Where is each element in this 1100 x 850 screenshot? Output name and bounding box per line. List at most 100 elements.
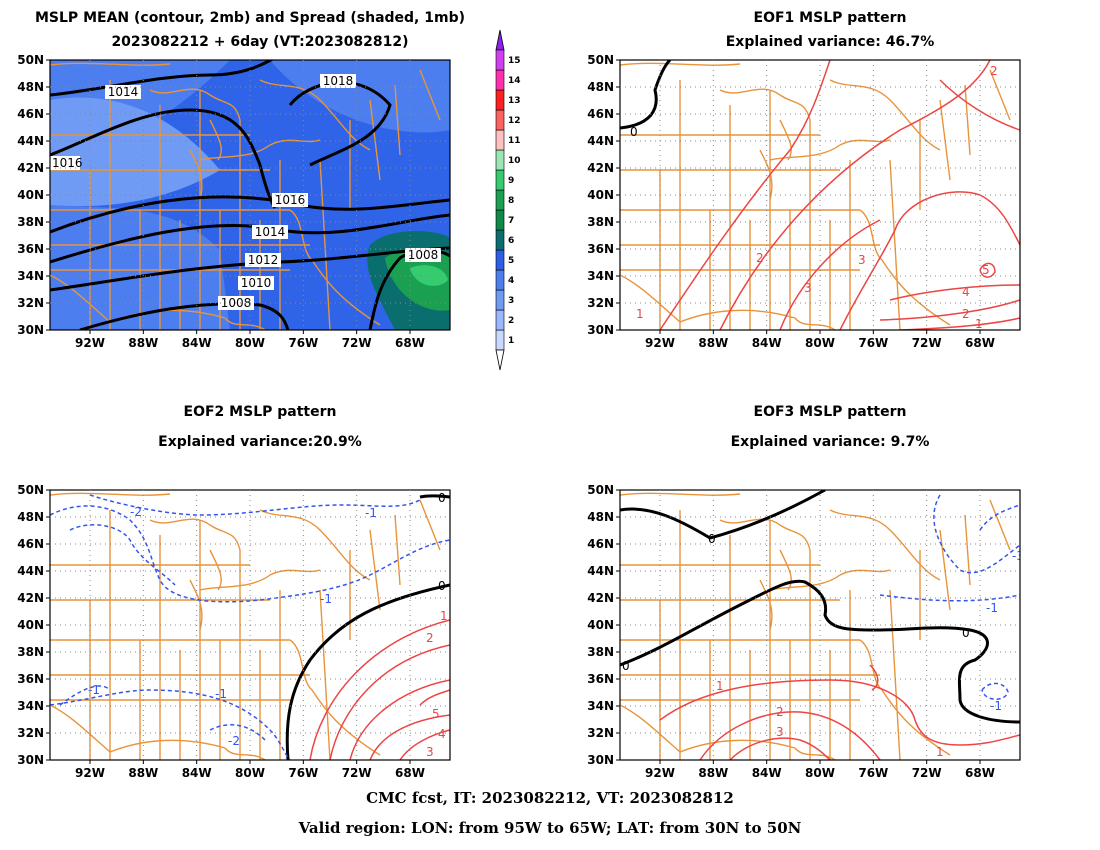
contour-label: -2 — [130, 505, 142, 519]
lat-label: 50N — [17, 53, 44, 67]
lat-label: 32N — [17, 296, 44, 310]
lat-label: 48N — [587, 80, 614, 94]
lon-label: 84W — [752, 766, 782, 780]
colorbar-swatch — [495, 189, 505, 211]
contour-label: 4 — [962, 285, 970, 299]
lat-label: 34N — [587, 269, 614, 283]
lat-label: 42N — [587, 591, 614, 605]
lon-label: 76W — [288, 336, 318, 350]
contour-label: 4 — [438, 727, 446, 741]
colorbar-swatch — [495, 149, 505, 171]
contour-label: -2 — [228, 734, 240, 748]
contour-label: 1016 — [50, 156, 83, 170]
colorbar-label: 5 — [508, 256, 514, 266]
colorbar-label: 15 — [508, 56, 521, 66]
contour-label: 2 — [962, 307, 970, 321]
lat-label: 44N — [587, 564, 614, 578]
colorbar-swatch — [495, 329, 505, 351]
lon-label: 88W — [128, 336, 158, 350]
contour-label: 2 — [990, 64, 998, 78]
lon-label: 68W — [965, 766, 995, 780]
lat-label: 34N — [17, 269, 44, 283]
lat-label: 42N — [17, 161, 44, 175]
colorbar-label: 3 — [508, 296, 514, 306]
contour-label: 1018 — [320, 74, 356, 88]
contour-label: 2 — [426, 631, 434, 645]
lon-label: 92W — [645, 336, 675, 350]
colorbar-label: 11 — [508, 136, 521, 146]
lon-label: 84W — [752, 336, 782, 350]
lon-label: 76W — [288, 766, 318, 780]
colorbar-label: 4 — [508, 276, 514, 286]
contour-label: 1 — [936, 745, 944, 759]
lon-label: 92W — [75, 336, 105, 350]
lat-label: 32N — [587, 296, 614, 310]
colorbar-swatch — [495, 309, 505, 331]
svg-text:1016: 1016 — [275, 193, 306, 207]
lat-label: 50N — [17, 483, 44, 497]
lat-label: 46N — [17, 537, 44, 551]
contour-label: -1 — [365, 506, 377, 520]
lon-label: 72W — [912, 766, 942, 780]
lat-label: 38N — [587, 645, 614, 659]
lon-label: 80W — [235, 766, 265, 780]
colorbar-swatch — [495, 109, 505, 131]
panel3-title: EOF2 MSLP pattern — [183, 404, 337, 420]
contour-label: 1010 — [238, 276, 274, 290]
lat-label: 38N — [587, 215, 614, 229]
lat-label: 42N — [17, 591, 44, 605]
footer-line-1: CMC fcst, IT: 2023082212, VT: 2023082812 — [366, 789, 734, 807]
lon-label: 76W — [858, 766, 888, 780]
colorbar-label: 1 — [508, 336, 514, 346]
lat-label: 36N — [587, 672, 614, 686]
lon-label: 72W — [912, 336, 942, 350]
panel2-title: EOF1 MSLP pattern — [753, 10, 907, 26]
eof3-contours — [620, 490, 1020, 760]
lat-label: 36N — [587, 242, 614, 256]
lon-label: 80W — [235, 336, 265, 350]
contour-label: -1 — [88, 683, 100, 697]
lat-label: 36N — [17, 242, 44, 256]
colorbar-label: 14 — [508, 76, 521, 86]
svg-text:1010: 1010 — [241, 276, 272, 290]
contour-label: 0 — [622, 659, 630, 673]
colorbar-label: 13 — [508, 96, 521, 106]
colorbar-label: 2 — [508, 316, 514, 326]
colorbar-swatch — [495, 289, 505, 311]
colorbar-swatch — [495, 209, 505, 231]
lon-label: 88W — [698, 336, 728, 350]
lat-label: 34N — [17, 699, 44, 713]
lat-label: 46N — [587, 107, 614, 121]
lat-label: 46N — [587, 537, 614, 551]
lat-label: 44N — [17, 564, 44, 578]
contour-label: -1 — [320, 592, 332, 606]
contour-label: 5 — [432, 707, 440, 721]
lon-label: 68W — [395, 336, 425, 350]
lat-label: 42N — [587, 161, 614, 175]
contour-label: 3 — [858, 253, 866, 267]
colorbar-swatch — [495, 49, 505, 71]
lat-label: 40N — [587, 188, 614, 202]
colorbar-label: 10 — [508, 156, 521, 166]
colorbar-swatch — [495, 249, 505, 271]
panel1-subtitle: 2023082212 + 6day (VT:2023082812) — [111, 34, 409, 50]
colorbar-label: 12 — [508, 116, 521, 126]
colorbar-swatch — [495, 89, 505, 111]
lat-label: 50N — [587, 483, 614, 497]
panel2-subtitle: Explained variance: 46.7% — [725, 34, 935, 50]
lat-label: 32N — [587, 726, 614, 740]
svg-text:1014: 1014 — [255, 225, 286, 239]
colorbar-label: 9 — [508, 176, 514, 186]
lat-label: 46N — [17, 107, 44, 121]
lon-label: 68W — [395, 766, 425, 780]
lon-label: 84W — [182, 336, 212, 350]
lon-label: 80W — [805, 336, 835, 350]
lon-label: 72W — [342, 766, 372, 780]
lat-label: 32N — [17, 726, 44, 740]
lon-label: 92W — [75, 766, 105, 780]
lat-label: 48N — [17, 80, 44, 94]
lat-label: 44N — [17, 134, 44, 148]
lat-label: 48N — [17, 510, 44, 524]
colorbar-swatch — [495, 129, 505, 151]
lat-label: 48N — [587, 510, 614, 524]
